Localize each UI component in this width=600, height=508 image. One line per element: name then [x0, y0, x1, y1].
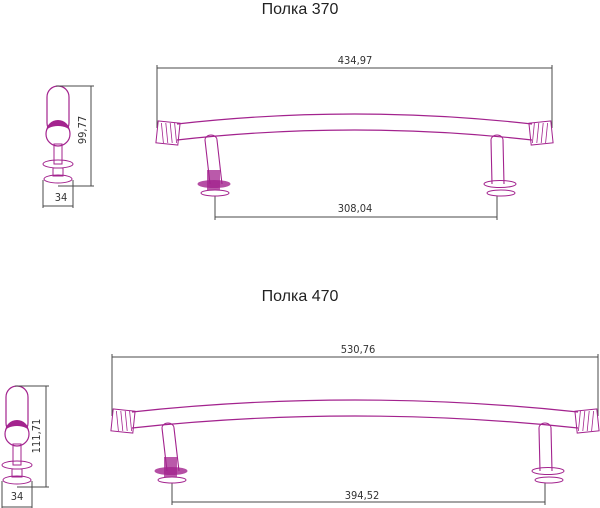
shelf-470-title: Полка 470	[262, 288, 339, 305]
shelf-470-cap-thread	[578, 410, 581, 432]
shelf-470-leg-right	[538, 427, 553, 472]
shelf-370-bar-top-edge	[176, 113, 533, 125]
shelf-470-depth-label: 34	[11, 490, 24, 503]
shelf-470-end-cap-left	[110, 408, 136, 434]
shelf-470-side-base	[2, 475, 32, 485]
shelf-370-depth-label: 34	[55, 191, 68, 204]
shelf-470-leg-joint	[161, 422, 175, 429]
shelf-370-side-knob-band	[46, 120, 70, 132]
shelf-370-leg-joint	[490, 134, 504, 141]
shelf-470-side-knob-band	[5, 420, 29, 432]
shelf-470-cap-thread	[582, 410, 586, 432]
shelf-370-cap-thread	[165, 122, 169, 144]
shelf-370-cap-thread	[161, 122, 164, 144]
shelf-470-bar-top-edge	[131, 399, 579, 413]
shelf-470-flange	[154, 467, 188, 475]
shelf-470-cap-thread	[124, 410, 128, 432]
shelf-470-cap-thread	[120, 410, 124, 432]
shelf-470-leg-joint	[538, 422, 552, 429]
shelf-370-length-label: 434,97	[338, 54, 373, 67]
shelf-370-cap-thread	[532, 122, 535, 144]
shelf-470-bar-bottom-edge	[131, 415, 579, 429]
shelf-370-cap-thread	[174, 122, 177, 144]
shelf-470-cap-thread	[129, 410, 132, 432]
shelf-470-base-plate	[534, 476, 564, 484]
shelf-470-base-plate	[157, 476, 187, 484]
shelf-370-flange	[197, 180, 231, 188]
shelf-370-cap-thread	[536, 122, 540, 144]
shelf-370-flange	[483, 180, 517, 188]
shelf-370-leg-right	[490, 139, 505, 185]
shelf-470-flange	[531, 467, 565, 475]
shelf-470-end-cap-right	[574, 408, 600, 434]
shelf-470-height-label: 111,71	[30, 419, 43, 454]
shelf-470-side-collar	[11, 468, 23, 478]
shelf-370-bar-bottom-edge	[176, 129, 533, 141]
shelf-370-end-cap-right	[528, 120, 554, 146]
shelf-370-cap-thread	[545, 122, 548, 144]
shelf-370-cap-thread	[169, 122, 173, 144]
shelf-370-base-plate	[200, 189, 230, 197]
shelf-470-side-stem	[12, 443, 22, 466]
shelf-370-mount-spacing-label: 308,04	[338, 202, 373, 215]
shelf-370-base-plate	[486, 189, 516, 197]
shelf-470-cap-thread	[586, 410, 590, 432]
shelf-470-cap-thread	[591, 410, 594, 432]
shelf-370-end-cap-left	[155, 120, 181, 146]
shelf-370-side-base	[43, 174, 73, 184]
shelf-370-leg-joint	[204, 134, 218, 141]
shelf-370-height-label: 99,77	[76, 116, 89, 144]
shelf-370-side-collar	[52, 167, 64, 177]
shelf-470-length-label: 530,76	[341, 343, 376, 356]
shelf-470-cap-thread	[116, 410, 119, 432]
shelf-470-mount-spacing-label: 394,52	[345, 489, 380, 502]
shelf-370-side-stem	[53, 143, 63, 165]
shelf-370-title: Полка 370	[262, 1, 339, 18]
shelf-370-cap-thread	[540, 122, 544, 144]
